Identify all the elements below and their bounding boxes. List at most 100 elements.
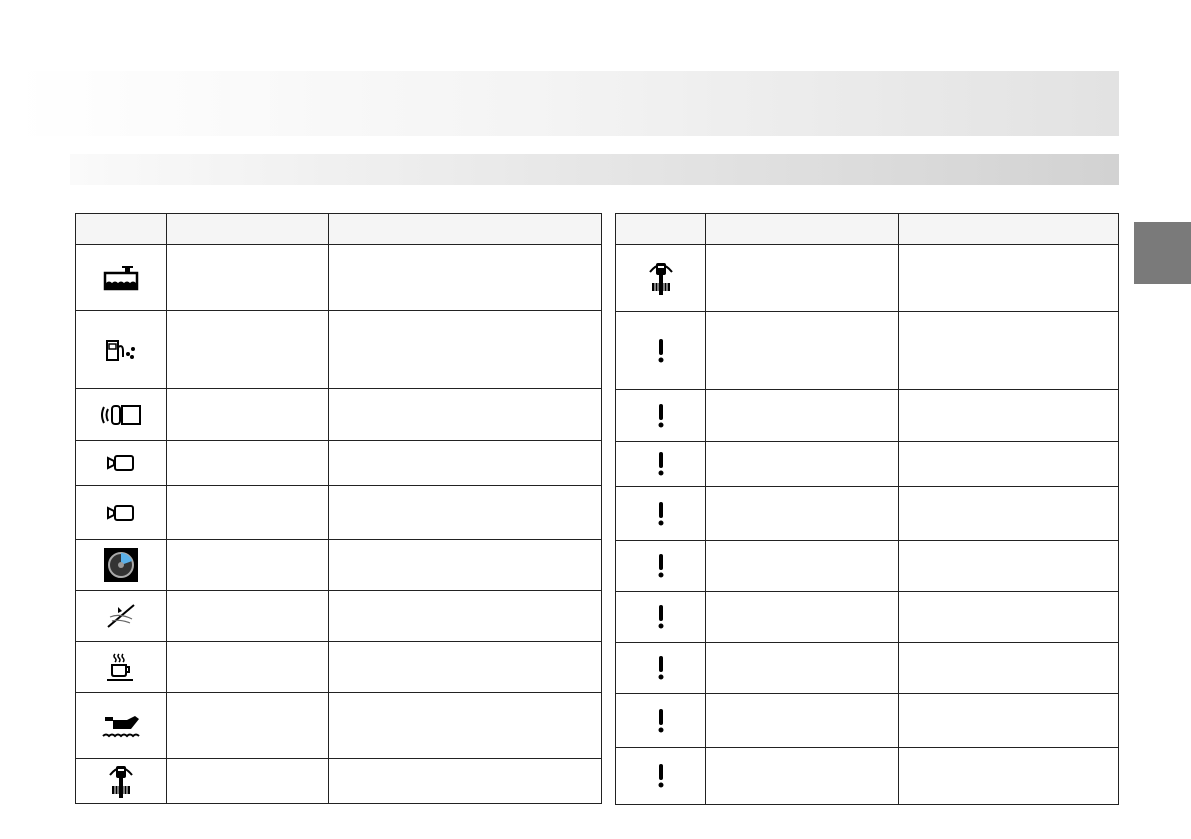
description-cell — [328, 692, 602, 759]
description-cell — [328, 310, 602, 389]
exclamation-icon — [616, 655, 705, 681]
description-cell — [328, 758, 602, 804]
description-cell — [897, 642, 1120, 694]
description-cell — [328, 590, 602, 642]
name-cell — [705, 311, 899, 390]
exclamation-icon — [616, 338, 705, 364]
steering-column-icon — [76, 763, 166, 799]
table-row — [614, 747, 1120, 805]
name-cell — [165, 310, 330, 389]
table-row — [614, 486, 1120, 541]
symbol-cell — [75, 758, 167, 804]
description-cell — [328, 244, 602, 311]
description-cell — [897, 540, 1120, 592]
header-cell — [75, 213, 167, 245]
name-cell — [165, 485, 330, 540]
name-cell — [705, 486, 899, 541]
description-cell — [328, 641, 602, 693]
table-row — [614, 591, 1120, 643]
exclamation-icon — [616, 501, 705, 527]
header-cell — [705, 213, 899, 245]
symbol-cell — [614, 693, 707, 748]
symbol-cell — [75, 641, 167, 693]
symbol-cell — [75, 485, 167, 540]
name-cell — [165, 244, 330, 311]
table-row — [614, 389, 1120, 442]
symbol-cell — [75, 440, 167, 486]
steering-column-icon — [616, 260, 705, 296]
section-title-band — [70, 154, 1119, 185]
coffee-cup-icon — [76, 652, 166, 682]
chapter-tab — [1134, 222, 1191, 284]
camera-icon — [76, 453, 166, 473]
exclamation-icon — [616, 763, 705, 789]
description-cell — [897, 591, 1120, 643]
header-cell — [165, 213, 330, 245]
table-row — [614, 441, 1120, 487]
table-row — [75, 641, 602, 693]
symbol-cell — [75, 692, 167, 759]
symbol-cell — [75, 310, 167, 389]
name-cell — [165, 692, 330, 759]
table-row — [614, 311, 1120, 390]
name-cell — [705, 747, 899, 805]
symbol-cell — [614, 591, 707, 643]
table-row — [75, 310, 602, 389]
table-row — [75, 539, 602, 591]
table-row — [75, 244, 602, 311]
description-cell — [328, 388, 602, 441]
header-cell — [897, 213, 1120, 245]
fuel-leak-icon — [76, 337, 166, 363]
name-cell — [165, 758, 330, 804]
oil-pressure-icon — [76, 711, 166, 741]
header-cell — [328, 213, 602, 245]
table-row — [614, 540, 1120, 592]
name-cell — [705, 642, 899, 694]
symbol-cell — [75, 590, 167, 642]
symbol-cell — [614, 441, 707, 487]
symbol-cell — [614, 389, 707, 442]
exclamation-icon — [616, 403, 705, 429]
name-cell — [165, 388, 330, 441]
table-row — [614, 693, 1120, 748]
table-row — [75, 388, 602, 441]
description-cell — [328, 539, 602, 591]
name-cell — [165, 590, 330, 642]
speedometer-icon — [76, 548, 166, 582]
exclamation-icon — [616, 451, 705, 477]
radar-sensor-icon — [76, 403, 166, 427]
name-cell — [705, 441, 899, 487]
header-row — [614, 213, 1120, 245]
camera-icon — [76, 503, 166, 523]
description-cell — [897, 441, 1120, 487]
table-row — [75, 485, 602, 540]
description-cell — [897, 693, 1120, 748]
symbol-cell — [614, 642, 707, 694]
description-cell — [328, 485, 602, 540]
symbol-cell — [75, 539, 167, 591]
lane-assist-off-icon — [76, 603, 166, 629]
name-cell — [705, 389, 899, 442]
exclamation-icon — [616, 708, 705, 734]
table-row — [75, 692, 602, 759]
name-cell — [705, 693, 899, 748]
table-row — [75, 590, 602, 642]
description-cell — [328, 440, 602, 486]
name-cell — [165, 440, 330, 486]
coolant-level-icon — [76, 265, 166, 291]
exclamation-icon — [616, 604, 705, 630]
description-cell — [897, 311, 1120, 390]
name-cell — [165, 641, 330, 693]
table-row — [614, 642, 1120, 694]
symbol-cell — [614, 486, 707, 541]
chapter-title-band — [15, 71, 1119, 136]
symbol-cell — [614, 244, 707, 312]
symbol-cell — [614, 540, 707, 592]
symbol-cell — [614, 747, 707, 805]
symbol-cell — [75, 244, 167, 311]
exclamation-icon — [616, 553, 705, 579]
header-cell — [614, 213, 707, 245]
table-row — [614, 244, 1120, 312]
left-indicator-table — [75, 213, 602, 804]
description-cell — [897, 389, 1120, 442]
